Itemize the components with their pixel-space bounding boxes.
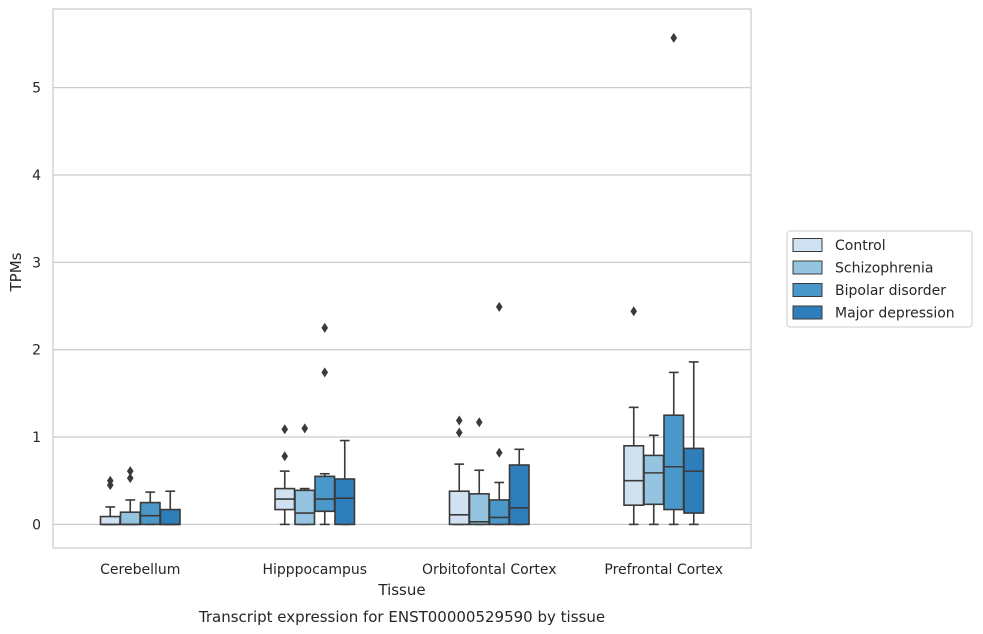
box-prefrontal-cortex-schizophrenia [643,434,665,526]
box-cerebellum-schizophrenia [119,466,141,526]
y-tick-label-4: 4 [32,168,41,184]
legend-swatch-bipolar-disorder [792,283,823,297]
outlier-point [126,473,134,484]
box-body [623,444,645,506]
legend-frame [786,230,973,328]
legend-label-bipolar-disorder: Bipolar disorder [835,283,946,299]
x-axis-label: Tissue [377,581,425,599]
boxes [99,32,705,526]
outlier-point [495,301,503,312]
box-body [139,501,161,526]
box-body [663,414,685,511]
box-cerebellum-control [99,475,121,526]
legend-swatch-schizophrenia [792,260,823,275]
box-orbitofontal-cortex-bipolar-disorder [488,301,510,526]
box-body [488,499,510,526]
y-tick-label-1: 1 [32,430,41,446]
box-hipppocampus-schizophrenia [294,423,316,526]
y-axis-label: TPMs [7,252,25,292]
x-tick-label-cerebellum: Cerebellum [100,562,180,578]
box-orbitofontal-cortex-control [448,415,470,526]
box-body [643,454,665,506]
outlier-point [455,427,463,438]
x-tick-label-hipppocampus: Hipppocampus [262,562,367,578]
plot-frame [52,8,752,549]
outlier-point [321,322,329,333]
legend-label-major-depression: Major depression [835,306,955,322]
y-tick-labels: 0 1 2 3 4 5 [32,81,41,534]
y-tick-label-0: 0 [32,517,41,533]
box-body [468,493,490,526]
box-body [119,511,141,526]
outlier-point [670,32,678,43]
outlier-point [126,466,134,477]
box-body [448,490,470,526]
box-orbitofontal-cortex-schizophrenia [468,417,490,526]
box-body [508,464,530,526]
box-cerebellum-bipolar-disorder [139,491,161,526]
box-prefrontal-cortex-bipolar-disorder [663,32,685,526]
box-hipppocampus-major-depression [334,439,356,526]
outlier-point [455,415,463,426]
box-hipppocampus-control [274,424,296,526]
x-tick-label-prefrontal-cortex: Prefrontal Cortex [604,562,723,578]
box-body [314,475,336,513]
box-orbitofontal-cortex-major-depression [508,448,530,526]
outlier-point [495,447,503,458]
legend-label-control: Control [835,238,886,254]
y-tick-label-5: 5 [32,81,41,97]
legend-swatch-major-depression [792,305,823,320]
box-cerebellum-major-depression [159,490,181,526]
box-body [294,489,316,526]
box-body [99,515,121,526]
outlier-point [106,475,114,486]
box-body [334,478,356,526]
legend: Control Schizophrenia Bipolar disorder Majo… [786,230,973,328]
box-prefrontal-cortex-control [623,306,645,526]
x-tick-labels: Cerebellum Hipppocampus Orbitofontal Corte… [100,562,723,578]
outlier-point [630,306,638,317]
box-body [683,447,705,514]
outlier-point [321,367,329,378]
chart-caption: Transcript expression for ENST0000052959… [198,608,605,626]
box-body [159,508,181,526]
y-tick-label-2: 2 [32,343,41,359]
legend-label-schizophrenia: Schizophrenia [835,261,933,277]
x-tick-label-orbitofontal-cortex: Orbitofontal Cortex [422,562,557,578]
outlier-point [281,451,289,462]
legend-swatch-control [792,238,823,252]
outlier-point [281,424,289,435]
box-prefrontal-cortex-major-depression [683,361,705,526]
outlier-point [301,423,309,434]
outlier-point [475,417,483,428]
y-tick-label-3: 3 [32,255,41,271]
box-hipppocampus-bipolar-disorder [314,322,336,526]
